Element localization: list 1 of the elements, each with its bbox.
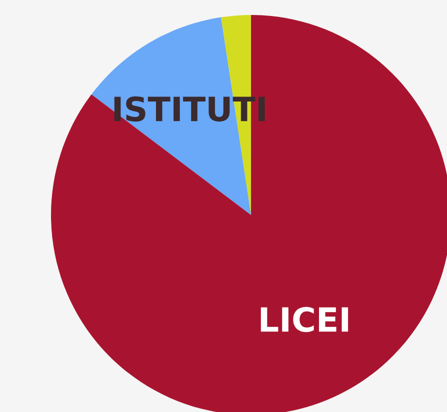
slice-label: LICEI xyxy=(260,306,348,332)
